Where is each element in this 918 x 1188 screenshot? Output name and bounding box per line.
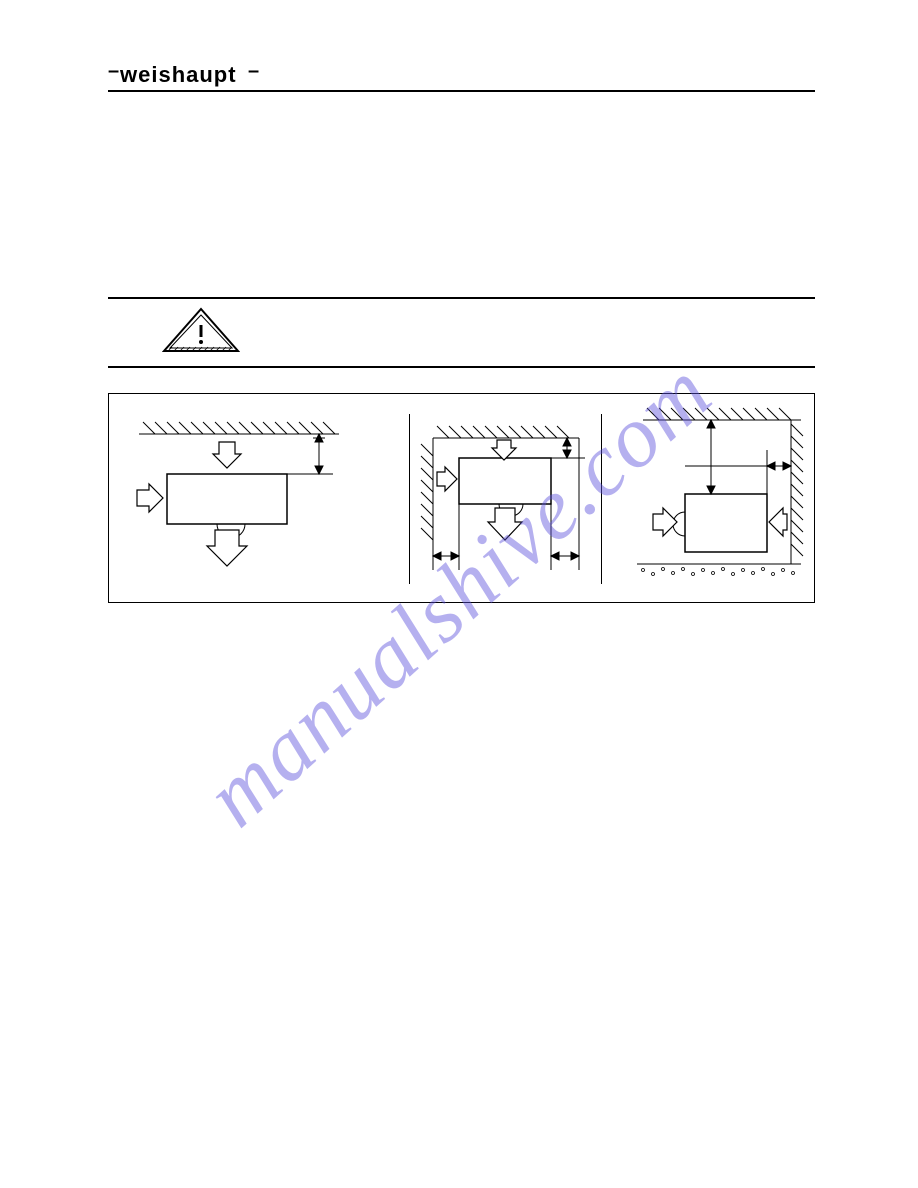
header-rule xyxy=(108,90,815,92)
warning-icon xyxy=(162,307,240,353)
diagram-panel-a xyxy=(109,394,409,604)
section-rule-1 xyxy=(108,297,815,299)
section-rule-2 xyxy=(108,366,815,368)
brand-text: weishaupt xyxy=(120,62,237,88)
diagram-container xyxy=(108,393,815,603)
brand-dash-right: – xyxy=(248,60,259,83)
page: – weishaupt – xyxy=(0,0,918,1188)
diagram-panel-b xyxy=(409,394,601,604)
diagram-panel-c xyxy=(601,394,816,604)
brand-dash-left: – xyxy=(108,60,119,83)
